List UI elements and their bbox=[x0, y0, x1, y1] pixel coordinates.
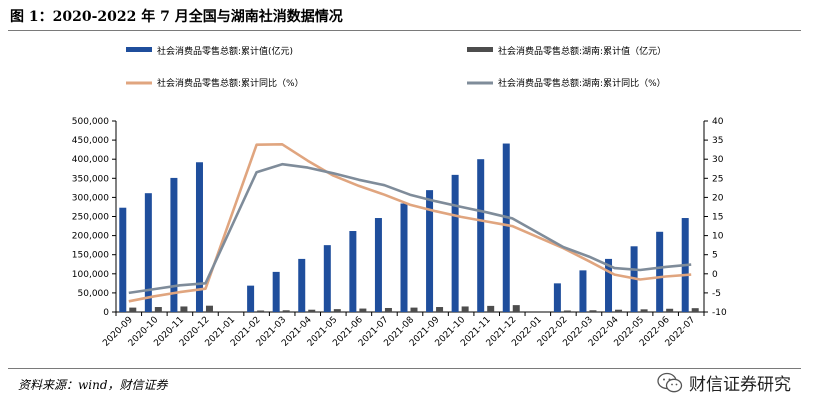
left-axis-tick-label: 400,000 bbox=[72, 155, 109, 165]
legend: 社会消费品零售总额:累计值(亿元) 社会消费品零售总额:湖南:累计值（亿元） 社… bbox=[126, 45, 666, 89]
legend-item-hunan-yoy: 社会消费品零售总额:湖南:累计同比（%） bbox=[467, 77, 666, 89]
bar-national-cumulative bbox=[451, 174, 459, 312]
bar-hunan-cumulative bbox=[563, 310, 571, 312]
left-axis-tick-label: 500,000 bbox=[72, 117, 109, 127]
right-axis-tick-label: -5 bbox=[712, 289, 721, 299]
bar-national-cumulative bbox=[298, 258, 306, 312]
wechat-icon bbox=[657, 372, 683, 392]
bar-national-cumulative bbox=[170, 177, 178, 312]
left-axis-tick-label: 350,000 bbox=[72, 174, 109, 184]
bar-hunan-cumulative bbox=[461, 306, 469, 312]
bottom-divider bbox=[8, 368, 801, 369]
bar-national-cumulative bbox=[502, 143, 510, 312]
right-axis-tick-label: 30 bbox=[712, 155, 724, 165]
bar-hunan-cumulative bbox=[410, 307, 418, 312]
brand-watermark: 财信证券研究 bbox=[657, 370, 791, 395]
bar-national-cumulative bbox=[349, 231, 357, 312]
bar-hunan-cumulative bbox=[666, 308, 674, 312]
line-hunan-yoy bbox=[128, 162, 692, 295]
bar-national-cumulative bbox=[247, 285, 255, 312]
bar-national-cumulative bbox=[605, 258, 613, 312]
legend-label: 社会消费品零售总额:湖南:累计同比（%） bbox=[498, 77, 666, 89]
bar-national-cumulative bbox=[426, 190, 434, 312]
bar-national-cumulative bbox=[656, 231, 664, 312]
brand-name: 财信证券研究 bbox=[689, 375, 791, 395]
bar-hunan-cumulative bbox=[308, 309, 316, 312]
legend-item-hunan-cumulative: 社会消费品零售总额:湖南:累计值（亿元） bbox=[467, 45, 666, 57]
right-axis-tick-label: 25 bbox=[712, 174, 723, 184]
bar-national-cumulative bbox=[579, 270, 587, 312]
lines bbox=[128, 143, 692, 303]
bar-hunan-cumulative bbox=[384, 307, 392, 312]
right-axis-tick-label: 10 bbox=[712, 232, 724, 242]
bar-national-cumulative bbox=[119, 207, 127, 312]
top-divider bbox=[8, 30, 801, 31]
bar-national-cumulative bbox=[195, 162, 203, 312]
chart-title: 图 1：2020-2022 年 7 月全国与湖南社消数据情况 bbox=[10, 9, 343, 25]
right-axis-tick-label: 20 bbox=[712, 193, 724, 203]
right-axis-tick-label: -10 bbox=[712, 308, 727, 318]
bar-hunan-cumulative bbox=[282, 310, 290, 312]
combo-chart: 社会消费品零售总额:累计值(亿元) 社会消费品零售总额:湖南:累计值（亿元） 社… bbox=[72, 45, 727, 349]
left-axis-tick-label: 100,000 bbox=[72, 270, 109, 280]
right-axis-tick-label: 0 bbox=[712, 270, 718, 280]
source-note: 资料来源：wind，财信证券 bbox=[18, 378, 168, 392]
left-axis-tick-label: 450,000 bbox=[72, 136, 109, 146]
bar-hunan-cumulative bbox=[129, 307, 137, 312]
bar-hunan-cumulative bbox=[154, 307, 162, 312]
legend-label: 社会消费品零售总额:湖南:累计值（亿元） bbox=[498, 45, 666, 57]
right-axis-tick-label: 15 bbox=[712, 213, 723, 223]
right-axis-tick-label: 35 bbox=[712, 136, 723, 146]
bar-hunan-cumulative bbox=[640, 309, 648, 312]
axes: 0 50,000 100,000 150,000 200,000 250,000 300,0… bbox=[72, 117, 727, 318]
bar-national-cumulative bbox=[553, 283, 561, 312]
bar-hunan-cumulative bbox=[589, 310, 597, 312]
right-axis-tick-label: 5 bbox=[712, 251, 718, 261]
legend-item-national-yoy: 社会消费品零售总额:累计同比（%） bbox=[126, 77, 304, 89]
x-axis-labels: 2020-092020-102020-112020-122021-012021-… bbox=[101, 315, 697, 349]
bar-national-cumulative bbox=[272, 271, 280, 312]
line-national-yoy bbox=[128, 143, 692, 303]
left-axis-tick-label: 150,000 bbox=[72, 251, 109, 261]
bar-national-cumulative bbox=[323, 245, 331, 312]
bar-hunan-cumulative bbox=[333, 309, 341, 312]
left-axis-tick-label: 300,000 bbox=[72, 193, 109, 203]
bar-national-cumulative bbox=[477, 159, 485, 312]
bar-national-cumulative bbox=[400, 203, 408, 312]
bar-hunan-cumulative bbox=[205, 305, 213, 312]
bar-hunan-cumulative bbox=[180, 306, 188, 312]
bar-hunan-cumulative bbox=[359, 308, 367, 312]
left-axis-tick-label: 0 bbox=[103, 308, 109, 318]
legend-label: 社会消费品零售总额:累计同比（%） bbox=[157, 77, 304, 89]
legend-label: 社会消费品零售总额:累计值(亿元) bbox=[157, 45, 293, 57]
legend-swatch-bar-gray bbox=[467, 47, 493, 52]
legend-item-national-cumulative: 社会消费品零售总额:累计值(亿元) bbox=[126, 45, 293, 57]
left-axis-tick-label: 50,000 bbox=[78, 289, 110, 299]
left-axis-tick-label: 250,000 bbox=[72, 213, 109, 223]
bar-hunan-cumulative bbox=[512, 305, 520, 312]
bar-hunan-cumulative bbox=[615, 309, 623, 312]
bars bbox=[119, 143, 699, 312]
left-axis-tick-label: 200,000 bbox=[72, 232, 109, 242]
bar-hunan-cumulative bbox=[257, 310, 265, 312]
bar-hunan-cumulative bbox=[436, 307, 444, 312]
legend-swatch-bar-blue bbox=[126, 47, 152, 52]
bar-hunan-cumulative bbox=[691, 308, 699, 312]
bar-national-cumulative bbox=[144, 193, 152, 312]
bar-hunan-cumulative bbox=[487, 305, 495, 312]
right-axis-tick-label: 40 bbox=[712, 117, 724, 127]
bar-national-cumulative bbox=[374, 218, 382, 312]
